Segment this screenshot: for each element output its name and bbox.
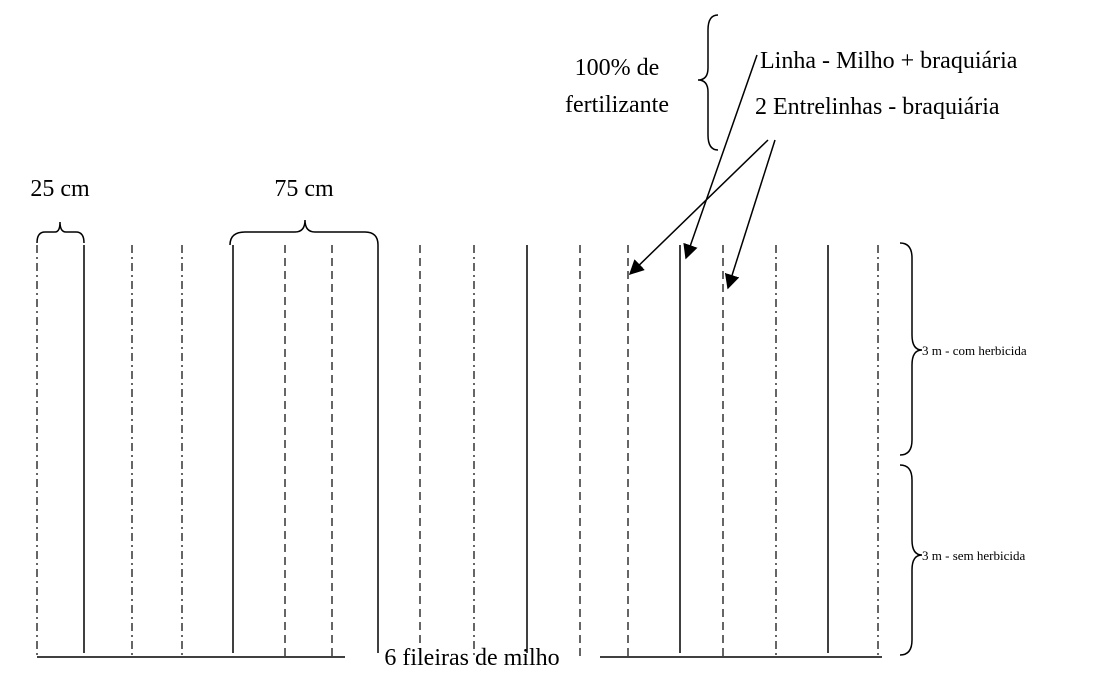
spacing-label: 25 cm	[30, 176, 90, 202]
fertilizer-label: fertilizante	[565, 92, 669, 118]
plot-label: 3 m - sem herbicida	[922, 548, 1025, 563]
brace-25cm	[36, 221, 85, 244]
row-label: Linha - Milho + braquiária	[760, 48, 1018, 74]
brace-upper	[899, 242, 923, 456]
brace-fertilizer	[697, 14, 719, 151]
brace-lower	[899, 464, 923, 656]
rows	[36, 245, 879, 657]
arrow	[724, 139, 776, 290]
arrow	[628, 139, 769, 276]
interrow-label: 2 Entrelinhas - braquiária	[755, 94, 1000, 120]
bottom-label: 6 fileiras de milho	[384, 645, 559, 671]
brace-75cm	[229, 219, 379, 246]
plot-label: 3 m - com herbicida	[922, 343, 1027, 358]
fertilizer-label: 100% de	[575, 55, 660, 81]
spacing-label: 75 cm	[274, 176, 334, 202]
arrow	[683, 54, 758, 260]
